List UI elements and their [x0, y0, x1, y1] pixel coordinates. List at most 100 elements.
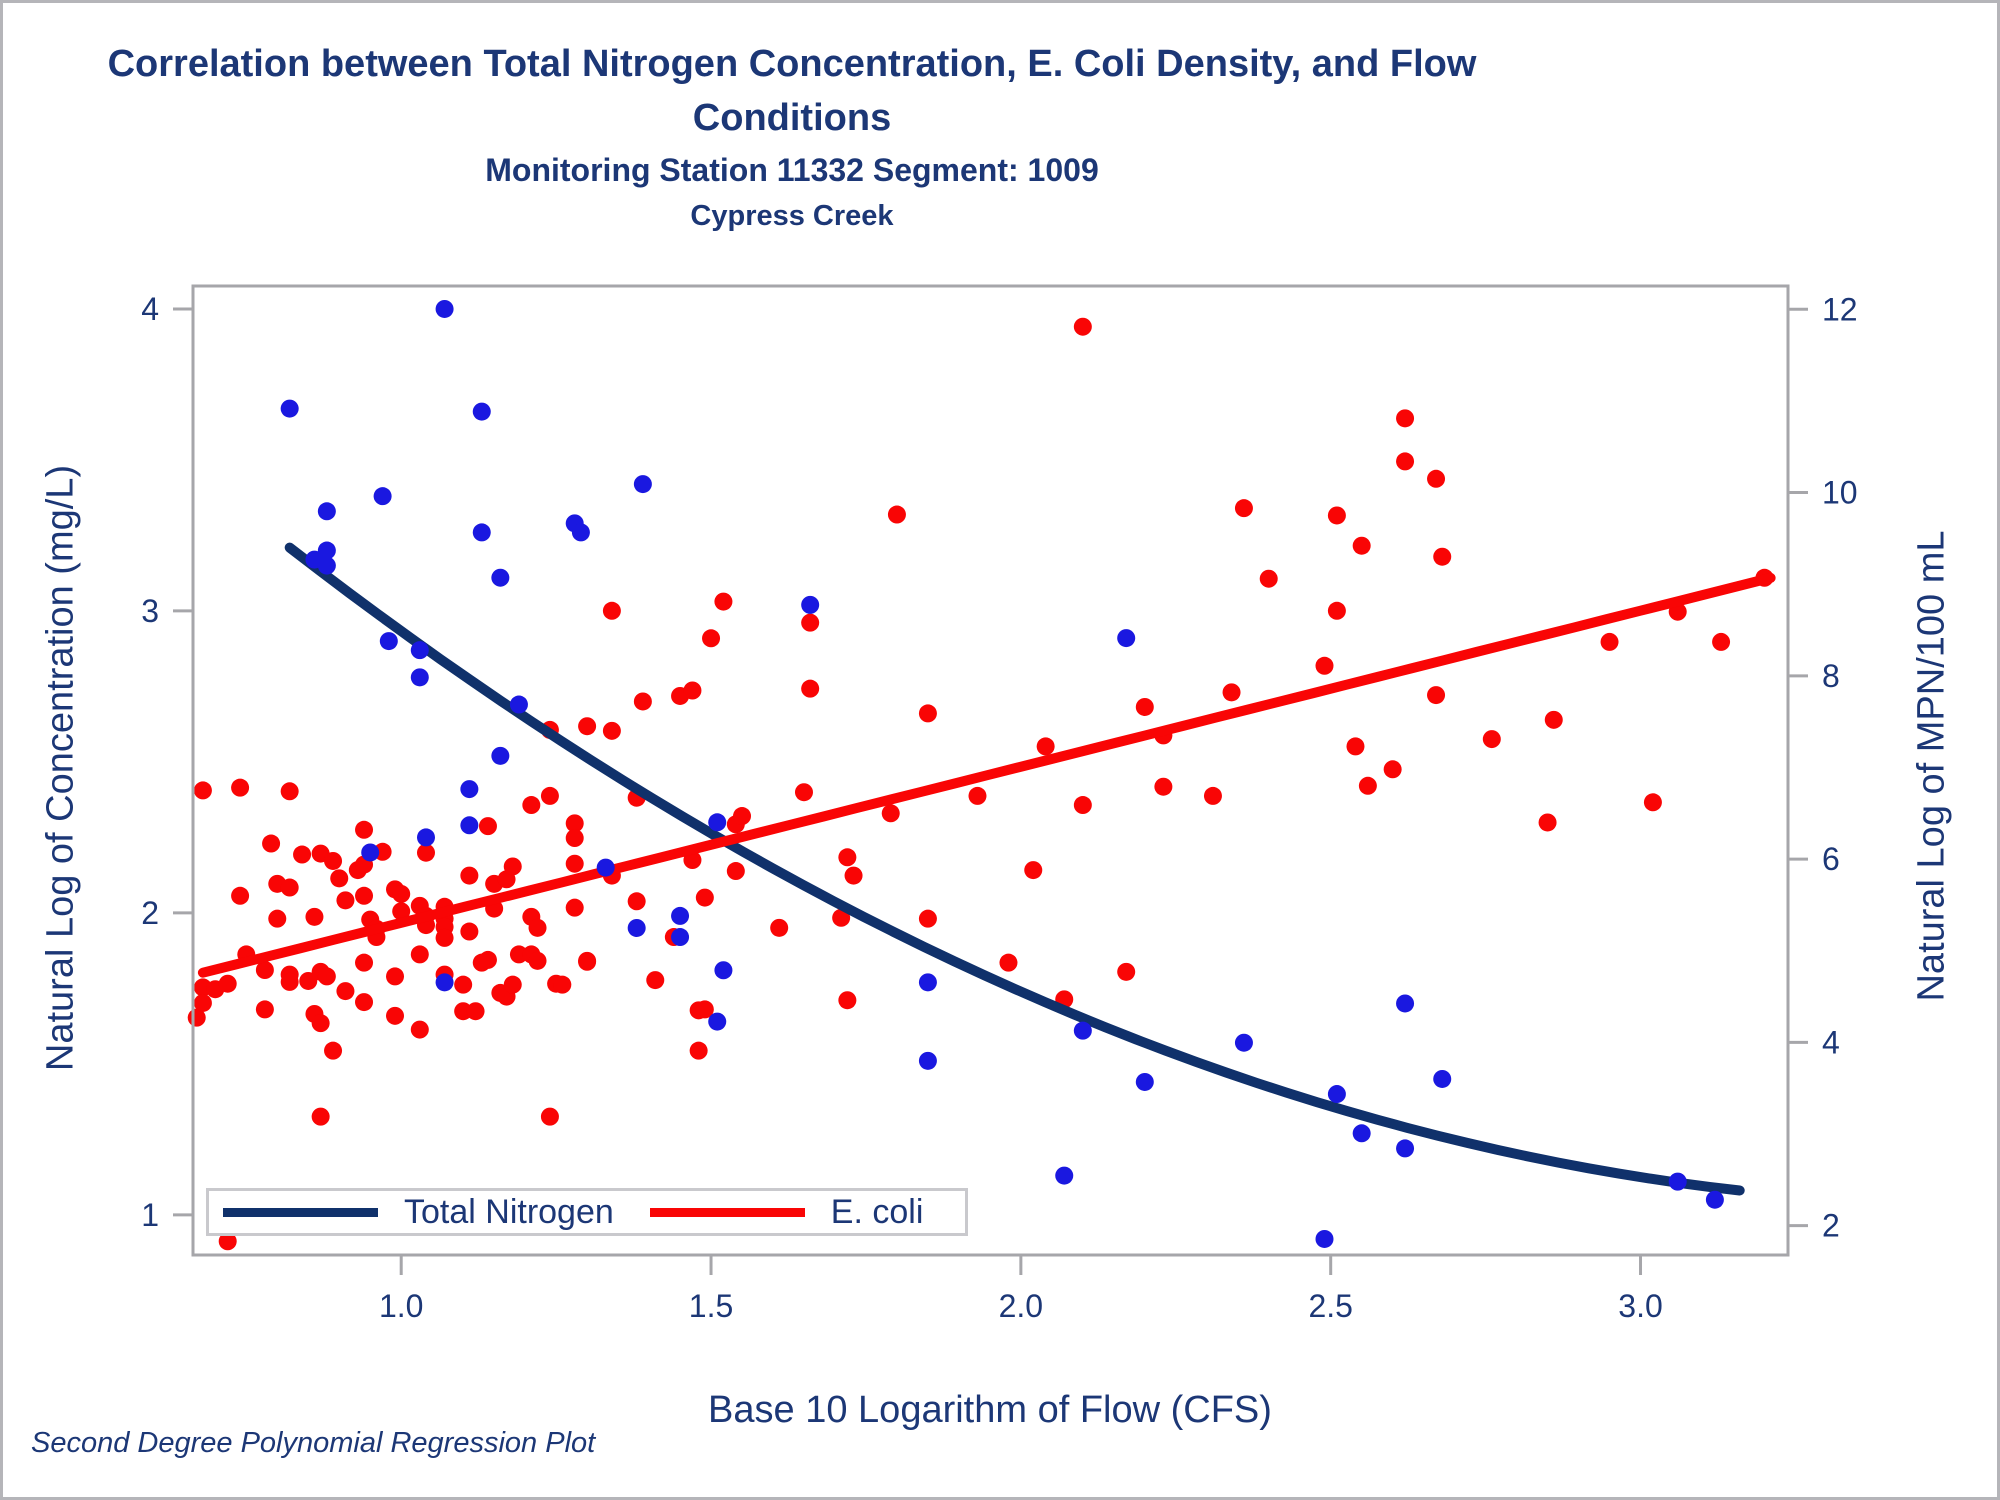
scatter-point-total-nitrogen	[671, 906, 690, 925]
scatter-point-total-nitrogen	[918, 1051, 937, 1070]
scatter-point-ecoli	[255, 1000, 274, 1019]
scatter-point-total-nitrogen	[1234, 1033, 1253, 1052]
scatter-point-ecoli	[1396, 409, 1415, 428]
chart-title-line1: Correlation between Total Nitrogen Conce…	[107, 43, 1477, 85]
plot-frame	[191, 284, 1790, 1257]
scatter-point-ecoli	[918, 704, 937, 723]
scatter-point-ecoli	[646, 971, 665, 990]
scatter-point-total-nitrogen	[1055, 1166, 1074, 1185]
scatter-point-total-nitrogen	[1073, 1021, 1092, 1040]
scatter-point-ecoli	[1433, 547, 1452, 566]
scatter-point-ecoli	[770, 918, 789, 937]
scatter-point-ecoli	[832, 908, 851, 927]
scatter-point-total-nitrogen	[801, 595, 820, 614]
scatter-point-total-nitrogen	[410, 641, 429, 660]
scatter-point-total-nitrogen	[671, 928, 690, 947]
y-axis-label-left: Natural Log of Concentration (mg/L)	[39, 464, 82, 1072]
scatter-point-ecoli	[503, 857, 522, 876]
y-left-tick-label: 4	[141, 291, 159, 327]
scatter-point-ecoli	[602, 601, 621, 620]
scatter-point-ecoli	[578, 717, 597, 736]
scatter-point-ecoli	[1024, 861, 1043, 880]
scatter-point-ecoli	[355, 993, 374, 1012]
x-tick-label: 2.5	[1308, 1288, 1352, 1324]
y-right-tick-label: 4	[1822, 1024, 1840, 1060]
y-left-tick-label: 2	[141, 895, 159, 931]
scatter-point-ecoli	[355, 820, 374, 839]
scatter-point-ecoli	[355, 886, 374, 905]
x-tick-label: 1.5	[689, 1288, 733, 1324]
chart-title-line2: Conditions	[692, 97, 892, 139]
scatter-point-ecoli	[553, 975, 572, 994]
legend-label-total-nitrogen: Total Nitrogen	[404, 1192, 614, 1231]
scatter-point-ecoli	[336, 982, 355, 1001]
scatter-point-total-nitrogen	[1327, 1085, 1346, 1104]
scatter-point-ecoli	[478, 817, 497, 836]
scatter-point-ecoli	[565, 854, 584, 873]
scatter-point-total-nitrogen	[1396, 1139, 1415, 1158]
scatter-point-ecoli	[1383, 760, 1402, 779]
footnote: Second Degree Polynomial Regression Plot	[31, 1427, 596, 1459]
x-tick-label: 3.0	[1618, 1288, 1662, 1324]
trend-line-ecoli	[197, 572, 1776, 978]
scatter-point-total-nitrogen	[435, 973, 454, 992]
y-axis-label-right: Natural Log of MPN/100 mL	[1910, 530, 1953, 1002]
scatter-point-ecoli	[330, 869, 349, 888]
title-block: Correlation between Total Nitrogen Conce…	[3, 37, 1581, 237]
scatter-point-ecoli	[280, 782, 299, 801]
scatter-point-total-nitrogen	[317, 556, 336, 575]
scatter-point-ecoli	[1352, 536, 1371, 555]
scatter-point-ecoli	[392, 902, 411, 921]
scatter-point-total-nitrogen	[317, 502, 336, 521]
scatter-point-ecoli	[726, 862, 745, 881]
scatter-point-ecoli	[1544, 710, 1563, 729]
scatter-point-ecoli	[255, 961, 274, 979]
scatter-point-ecoli	[1203, 786, 1222, 805]
scatter-point-ecoli	[503, 975, 522, 994]
scatter-point-ecoli	[454, 975, 473, 994]
scatter-point-total-nitrogen	[373, 487, 392, 506]
scatter-point-ecoli	[1538, 813, 1557, 832]
scatter-point-ecoli	[1315, 656, 1334, 675]
scatter-point-ecoli	[193, 781, 212, 800]
x-tick-label: 2.0	[999, 1288, 1043, 1324]
scatter-point-ecoli	[565, 814, 584, 833]
scatter-point-ecoli	[733, 807, 752, 826]
scatter-point-total-nitrogen	[596, 858, 615, 877]
scatter-point-ecoli	[231, 886, 250, 905]
y-right-tick-label: 2	[1822, 1208, 1840, 1244]
scatter-point-ecoli	[1358, 776, 1377, 795]
scatter-point-total-nitrogen	[918, 973, 937, 992]
y-left-tick-label: 1	[141, 1197, 159, 1233]
scatter-point-ecoli	[324, 1041, 343, 1060]
chart-subsubtitle: Cypress Creek	[690, 200, 894, 232]
scatter-point-total-nitrogen	[410, 668, 429, 687]
scatter-point-ecoli	[1154, 777, 1173, 796]
y-right-tick-label: 8	[1822, 658, 1840, 694]
scatter-point-ecoli	[565, 898, 584, 917]
scatter-point-ecoli	[968, 786, 987, 805]
scatter-point-total-nitrogen	[317, 541, 336, 560]
scatter-point-ecoli	[714, 592, 733, 611]
trend-line-total-nitrogen	[284, 542, 1745, 1196]
scatter-point-total-nitrogen	[1135, 1072, 1154, 1091]
scatter-point-total-nitrogen	[361, 843, 380, 862]
scatter-point-ecoli	[844, 866, 863, 885]
scatter-point-ecoli	[528, 918, 547, 937]
scatter-point-ecoli	[999, 953, 1018, 972]
scatter-point-ecoli	[1073, 317, 1092, 336]
scatter-point-ecoli	[602, 721, 621, 740]
scatter-point-ecoli	[801, 613, 820, 632]
scatter-point-ecoli	[466, 1002, 485, 1021]
scatter-point-ecoli	[881, 804, 900, 823]
scatter-point-ecoli	[305, 907, 324, 926]
scatter-point-ecoli	[702, 629, 721, 648]
scatter-point-ecoli	[578, 952, 597, 971]
scatter-point-ecoli	[280, 972, 299, 991]
scatter-point-ecoli	[1117, 962, 1136, 981]
scatter-point-ecoli	[280, 878, 299, 897]
scatter-point-total-nitrogen	[708, 1012, 727, 1031]
scatter-point-ecoli	[416, 843, 435, 862]
